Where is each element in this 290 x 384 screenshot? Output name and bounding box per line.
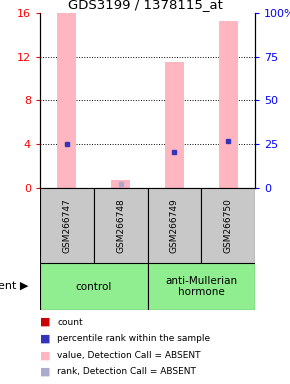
Bar xyxy=(40,263,148,310)
Text: anti-Mullerian
hormone: anti-Mullerian hormone xyxy=(165,276,237,297)
Text: control: control xyxy=(76,281,112,291)
Text: ■: ■ xyxy=(40,334,50,344)
Bar xyxy=(219,21,238,188)
Text: GSM266748: GSM266748 xyxy=(116,198,125,253)
Bar xyxy=(94,188,148,263)
Text: value, Detection Call = ABSENT: value, Detection Call = ABSENT xyxy=(57,351,201,360)
Bar xyxy=(57,13,76,188)
Text: ■: ■ xyxy=(40,350,50,360)
Bar xyxy=(165,62,184,188)
Text: ■: ■ xyxy=(40,317,50,327)
Text: rank, Detection Call = ABSENT: rank, Detection Call = ABSENT xyxy=(57,367,196,376)
Text: percentile rank within the sample: percentile rank within the sample xyxy=(57,334,211,343)
Bar xyxy=(201,188,255,263)
Bar xyxy=(40,188,94,263)
Text: GSM266747: GSM266747 xyxy=(62,198,71,253)
Text: GSM266749: GSM266749 xyxy=(170,198,179,253)
Text: count: count xyxy=(57,318,83,326)
Text: GSM266750: GSM266750 xyxy=(224,198,233,253)
Bar xyxy=(148,263,255,310)
Bar xyxy=(111,180,130,188)
Text: ■: ■ xyxy=(40,367,50,377)
Bar xyxy=(148,188,201,263)
Text: agent ▶: agent ▶ xyxy=(0,281,28,291)
Text: GDS3199 / 1378115_at: GDS3199 / 1378115_at xyxy=(68,0,222,11)
